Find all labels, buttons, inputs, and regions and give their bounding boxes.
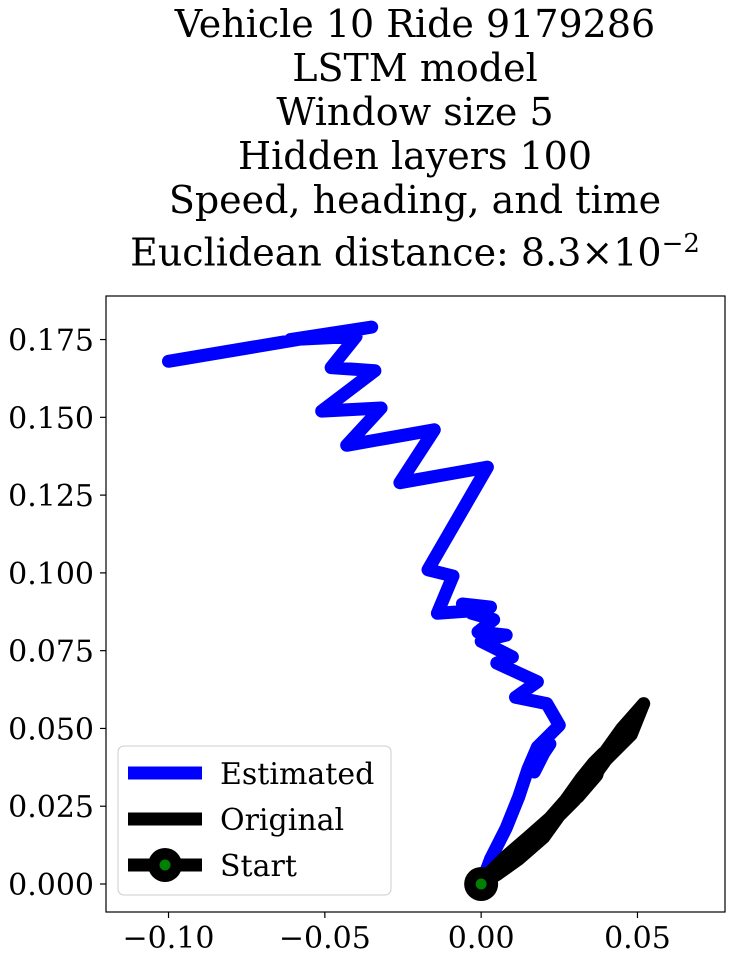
start-marker-inner — [475, 878, 487, 890]
title-metric-exponent: −2 — [661, 229, 700, 259]
legend-box — [117, 745, 392, 896]
legend: Estimated Original Start — [117, 745, 392, 896]
x-tick-label: −0.10 — [123, 921, 215, 956]
series-layer — [162, 320, 651, 901]
y-tick-label: 0.050 — [8, 712, 94, 747]
title-metric-times: × — [581, 230, 614, 275]
title-line: Hidden layers 100 — [237, 134, 593, 178]
title-metric-text: Euclidean distance: 8.3 — [130, 230, 582, 275]
x-tick-label: 0.05 — [604, 921, 671, 956]
y-tick-label: 0.025 — [8, 790, 94, 825]
title-line: Speed, heading, and time — [168, 178, 662, 222]
title-metric-base: 10 — [613, 230, 662, 275]
axes-frame — [105, 295, 726, 913]
title-line: Vehicle 10 Ride 9179286 — [174, 2, 656, 46]
y-tick-label: 0.000 — [8, 868, 94, 903]
y-tick-label: 0.075 — [8, 635, 94, 670]
y-tick-label: 0.100 — [8, 557, 94, 592]
legend-label-estimated: Estimated — [220, 757, 374, 792]
x-tick-label: −0.05 — [279, 921, 371, 956]
ticks-layer: −0.10 −0.05 0.00 0.05 0.000 0.025 0.050 0.075 0.… — [8, 324, 671, 956]
legend-start-marker-inner — [159, 859, 171, 871]
title-line: Window size 5 — [276, 90, 554, 134]
title-metric-line: Euclidean distance: 8.3×10−2 — [0, 222, 732, 275]
y-tick-label: 0.125 — [8, 479, 94, 514]
title-line: LSTM model — [292, 46, 538, 90]
y-tick-label: 0.150 — [8, 401, 94, 436]
x-tick-label: 0.00 — [448, 921, 515, 956]
series-line-original — [474, 697, 651, 891]
chart-title: Vehicle 10 Ride 9179286 LSTM model Windo… — [0, 2, 732, 275]
legend-label-start: Start — [220, 849, 297, 884]
series-line-estimated — [162, 320, 566, 891]
y-tick-label: 0.175 — [8, 324, 94, 359]
legend-label-original: Original — [220, 803, 344, 838]
